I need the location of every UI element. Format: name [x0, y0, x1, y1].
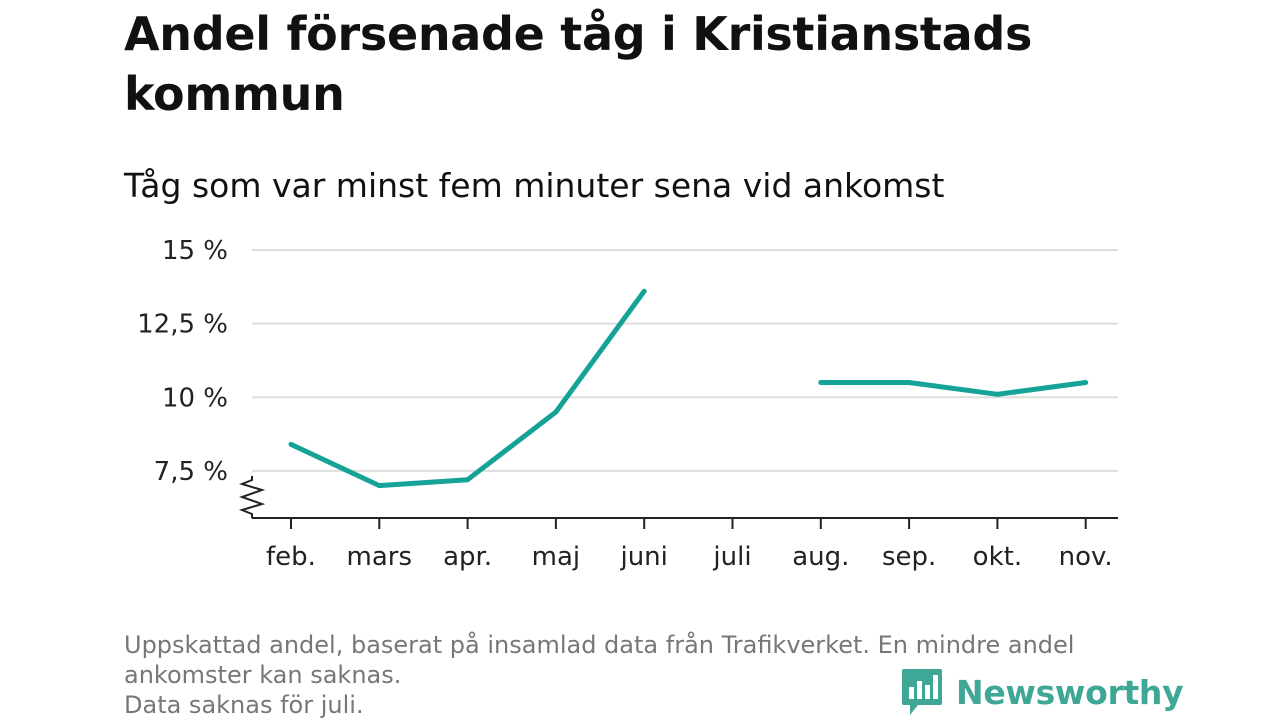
data-point — [818, 380, 824, 386]
data-point — [641, 288, 647, 294]
x-tick-label: juli — [712, 542, 751, 572]
data-point — [906, 380, 912, 386]
y-tick-label: 10 % — [162, 383, 228, 413]
chart-subtitle: Tåg som var minst fem minuter sena vid a… — [124, 166, 945, 205]
bar-chart-speech-bubble-icon — [902, 669, 942, 715]
footnote: Uppskattad andel, baserat på insamlad da… — [124, 630, 1164, 720]
x-tick-label: feb. — [266, 542, 316, 572]
x-tick-label: maj — [532, 542, 580, 572]
data-point — [465, 477, 471, 483]
y-tick-label: 7,5 % — [154, 457, 228, 487]
chart-title: Andel försenade tåg i Kristianstads komm… — [124, 7, 1033, 121]
brand-logo: Newsworthy — [900, 668, 1184, 716]
series-line-segment — [289, 289, 647, 489]
data-point — [1083, 380, 1089, 386]
footnote-missing-data: Data saknas för juli. — [124, 691, 364, 719]
x-tick-label: okt. — [973, 542, 1022, 572]
data-point — [376, 483, 382, 489]
series-line-segment — [820, 380, 1087, 397]
y-tick-label: 12,5 % — [137, 310, 228, 340]
data-point — [288, 441, 294, 447]
x-tick-label: apr. — [443, 542, 492, 572]
data-point — [994, 391, 1000, 397]
y-tick-label: 15 % — [162, 236, 228, 266]
data-point — [553, 409, 559, 415]
brand-name: Newsworthy — [956, 672, 1184, 712]
footnote-source: Uppskattad andel, baserat på insamlad da… — [124, 631, 1075, 689]
line-chart: 7,5 % 10 % 12,5 % 15 % feb. mars apr. maj juni ju… — [137, 236, 1118, 572]
x-tick-label: aug. — [792, 542, 849, 572]
x-tick-label: sep. — [882, 542, 936, 572]
y-axis-break-icon — [238, 476, 266, 518]
x-tick-label: nov. — [1059, 542, 1113, 572]
x-tick-label: mars — [347, 542, 413, 572]
x-tick-label: juni — [619, 542, 667, 572]
